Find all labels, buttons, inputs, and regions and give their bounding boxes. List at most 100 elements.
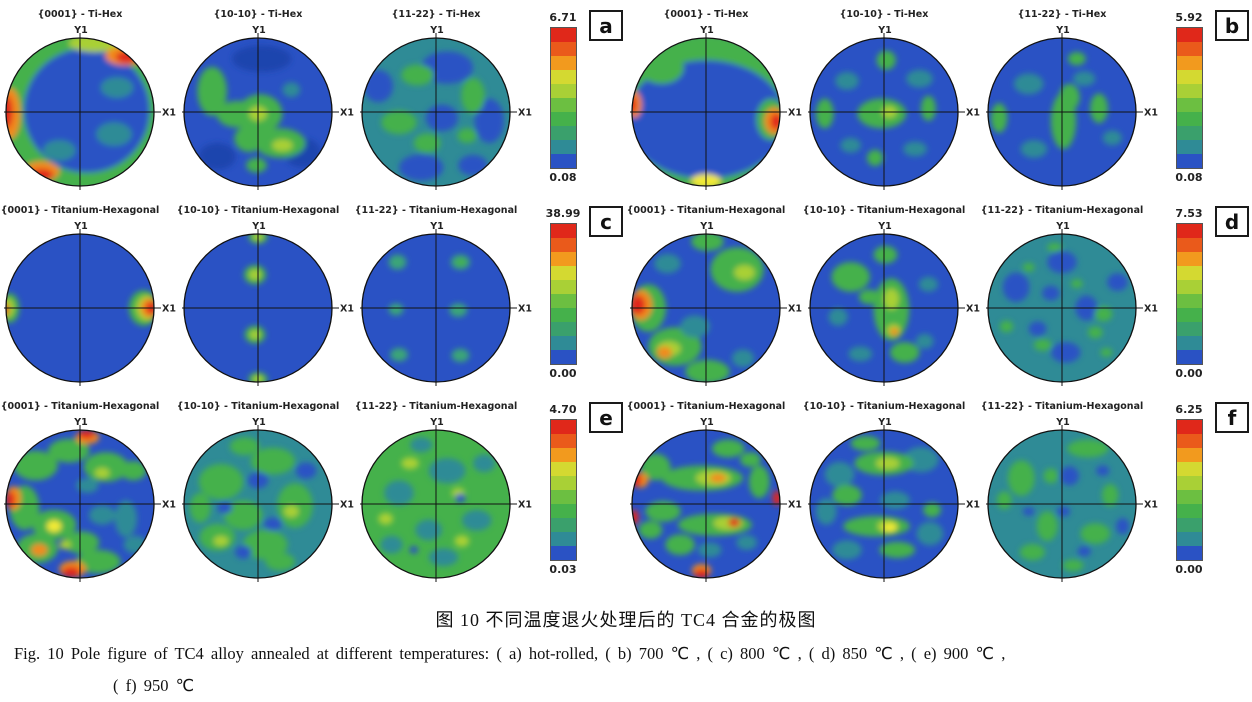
pole-figure-10-10: {10-10} - Titanium-Hexagonal Y1 X1	[178, 205, 354, 386]
intensity-blob	[399, 154, 444, 181]
pole-figure-10-10: {10-10} - Titanium-Hexagonal Y1 X1	[804, 401, 980, 582]
intensity-blob	[243, 529, 288, 560]
intensity-blob	[835, 72, 859, 90]
intensity-blob	[458, 154, 488, 176]
intensity-blob	[43, 140, 76, 161]
pole-figure-title: {11-22} - Titanium-Hexagonal	[982, 205, 1143, 216]
pole-figure-10-10: {10-10} - Titanium-Hexagonal Y1 X1	[178, 401, 354, 582]
panel-label-column: d	[1212, 200, 1252, 237]
intensity-blob	[388, 303, 404, 316]
x-axis-label: X1	[340, 500, 354, 511]
y-axis-label: Y1	[1055, 417, 1070, 428]
intensity-blob	[83, 452, 129, 482]
panel-label-column: a	[586, 4, 626, 41]
y-axis-label: Y1	[877, 25, 892, 36]
intensity-blob	[123, 535, 148, 554]
intensity-blob	[59, 540, 72, 550]
intensity-blob	[1042, 285, 1060, 301]
panel-label-f: f	[1215, 402, 1249, 433]
x-axis-label: X1	[518, 304, 532, 315]
x-axis-label: X1	[162, 108, 176, 119]
intensity-blob	[461, 509, 492, 531]
intensity-blob	[923, 502, 941, 518]
pole-figure-outline	[361, 37, 511, 187]
intensity-blob	[848, 346, 873, 362]
panel-f: {0001} - Titanium-Hexagonal Y1 X1 {10-10} -…	[626, 396, 1252, 592]
pole-figure-11-22: {11-22} - Ti-Hex Y1 X1	[986, 9, 1158, 190]
x-axis-label: X1	[340, 108, 354, 119]
intensity-blob	[685, 359, 730, 382]
colorbar	[1175, 419, 1203, 562]
pole-figure-outline	[631, 233, 781, 383]
intensity-blob	[100, 77, 134, 98]
pole-figure-title: {10-10} - Titanium-Hexagonal	[804, 205, 965, 216]
intensity-blob	[740, 452, 761, 467]
x-axis-label: X1	[162, 304, 176, 315]
intensity-blob	[380, 535, 403, 554]
intensity-blob	[694, 569, 709, 578]
intensity-blob	[415, 519, 442, 541]
intensity-blob	[1059, 83, 1080, 111]
intensity-blob	[46, 520, 62, 533]
y-axis-label: Y1	[877, 417, 892, 428]
intensity-blob	[645, 501, 681, 522]
intensity-blob	[378, 512, 394, 525]
intensity-blob	[1022, 262, 1035, 272]
caption-chinese: 图 10 不同温度退火处理后的 TC4 合金的极图	[435, 610, 817, 630]
intensity-blob	[832, 484, 862, 506]
intensity-blob	[632, 95, 637, 114]
intensity-blob	[903, 141, 927, 157]
panel-c: {0001} - Titanium-Hexagonal Y1 X1 {10-10} -…	[0, 200, 626, 396]
intensity-blob	[78, 430, 95, 439]
intensity-blob	[680, 315, 710, 338]
pole-figure-outline	[631, 429, 781, 579]
colorbar-panel-e: 4.70 0.03	[540, 396, 586, 576]
colorbar-max-value: 5.92	[1175, 11, 1203, 24]
intensity-blob	[114, 500, 137, 538]
colorbar	[549, 223, 577, 366]
intensity-blob	[63, 531, 100, 554]
panel-label-column: f	[1212, 396, 1252, 433]
x-axis-label: X1	[788, 304, 802, 315]
pole-figure-title: {0001} - Ti-Hex	[664, 9, 749, 20]
y-axis-label: Y1	[429, 221, 444, 232]
panel-a: {0001} - Ti-Hex Y1 X1 {10-10} - Ti-Hex Y1 X1{…	[0, 4, 626, 200]
figure-grid: {0001} - Ti-Hex Y1 X1 {10-10} - Ti-Hex Y1 X1{…	[0, 4, 1252, 592]
intensity-blob	[277, 483, 313, 528]
intensity-blob	[857, 98, 907, 129]
intensity-blob	[921, 95, 936, 121]
intensity-blob	[999, 320, 1014, 333]
intensity-blob	[1101, 484, 1119, 507]
intensity-blob	[282, 82, 301, 98]
intensity-blob	[889, 327, 899, 336]
intensity-blob	[1007, 460, 1035, 496]
intensity-blob	[873, 245, 898, 264]
intensity-blob	[249, 269, 261, 280]
y-axis-label: Y1	[699, 417, 714, 428]
intensity-blob	[815, 98, 834, 129]
colorbar	[549, 27, 577, 170]
intensity-blob	[1056, 506, 1071, 517]
intensity-blob	[115, 51, 140, 64]
intensity-blob	[840, 137, 862, 153]
pole-figure-title: {11-22} - Ti-Hex	[392, 9, 481, 20]
intensity-blob	[473, 454, 496, 473]
intensity-blob	[425, 104, 459, 132]
y-axis-label: Y1	[429, 25, 444, 36]
colorbar-max-value: 7.53	[1175, 207, 1203, 220]
pole-figure-0001: {0001} - Ti-Hex Y1 X1	[4, 9, 176, 190]
intensity-blob	[232, 45, 292, 73]
intensity-blob	[263, 517, 282, 531]
intensity-blob	[1028, 321, 1047, 337]
pole-figure-11-22: {11-22} - Titanium-Hexagonal Y1 X1	[356, 205, 532, 386]
intensity-blob	[1100, 347, 1113, 357]
pole-figure-outline	[987, 37, 1137, 187]
intensity-blob	[843, 515, 910, 537]
intensity-blob	[265, 552, 295, 571]
colorbar	[1175, 27, 1203, 170]
intensity-blob	[1077, 546, 1091, 557]
y-axis-label: Y1	[699, 221, 714, 232]
y-axis-label: Y1	[73, 221, 88, 232]
pole-figure-outline	[183, 37, 333, 187]
pole-figure-outline	[809, 429, 959, 579]
